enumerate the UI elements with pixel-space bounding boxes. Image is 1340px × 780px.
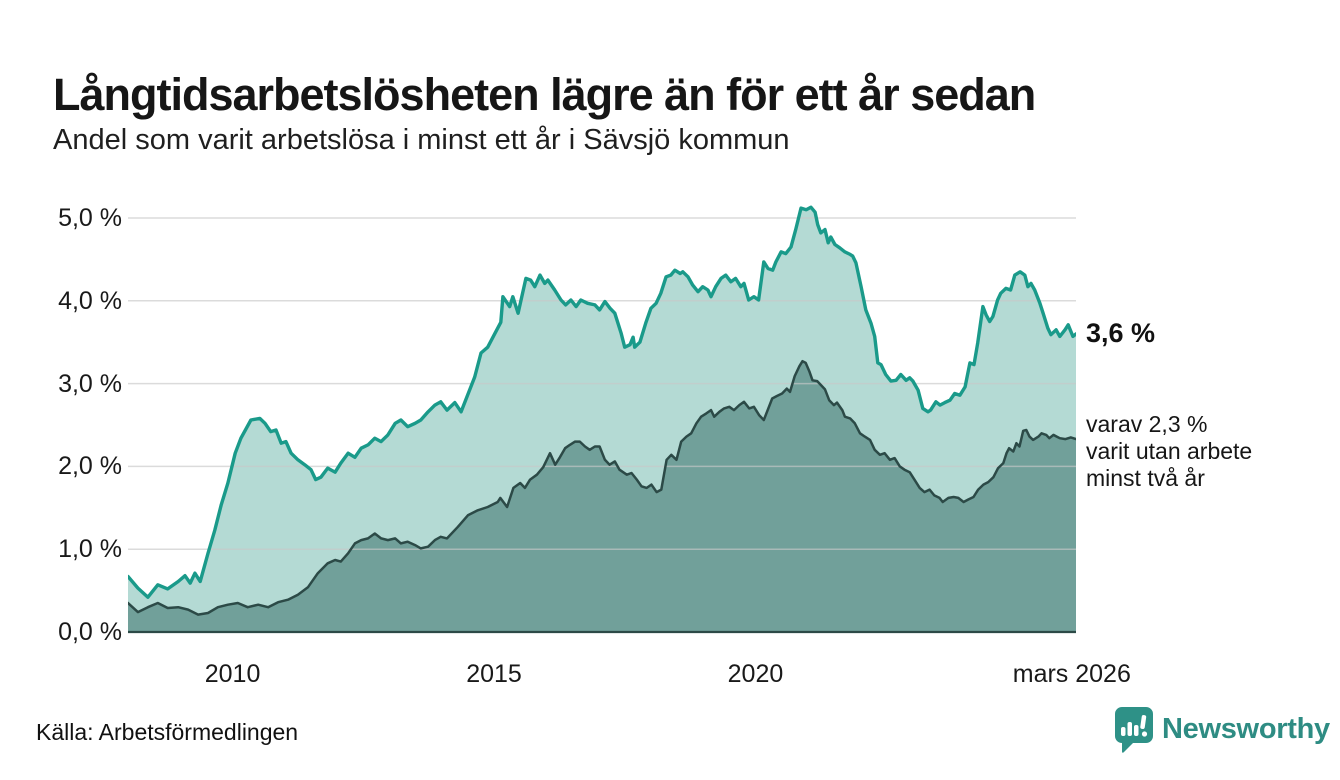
x-tick-label: 2020 <box>727 660 784 688</box>
series-line-minst-ett-ar <box>128 205 1076 599</box>
page-title: Långtidsarbetslösheten lägre än för ett … <box>53 69 1036 121</box>
series2-annotation-line1: varav 2,3 % <box>1086 411 1208 437</box>
y-tick-label: 0,0 % <box>58 618 122 646</box>
area-chart <box>128 205 1076 634</box>
series1-end-value-label: 3,6 % <box>1086 318 1156 348</box>
y-tick-label: 5,0 % <box>58 204 122 232</box>
newsworthy-bubble-icon <box>1115 707 1153 753</box>
series2-annotation-line3: minst två år <box>1086 465 1205 491</box>
area-fill-minst-tva-ar <box>128 361 1076 632</box>
source-note: Källa: Arbetsförmedlingen <box>36 719 299 745</box>
x-tick-label: 2015 <box>466 660 522 688</box>
bar-1 <box>1121 727 1126 736</box>
series-line-minst-tva-ar <box>128 359 1076 616</box>
bar-3 <box>1134 725 1139 736</box>
x-tick-label: 2010 <box>204 660 261 688</box>
y-tick-label: 3,0 % <box>58 369 122 398</box>
y-tick-label: 4,0 % <box>58 286 122 315</box>
newsworthy-logo[interactable]: Newsworthy <box>1113 706 1330 753</box>
y-tick-label: 2,0 % <box>58 452 122 481</box>
series2-annotation-line2: varit utan arbete <box>1086 438 1253 464</box>
y-tick-label: 1,0 % <box>58 535 122 564</box>
bar-2 <box>1127 722 1132 736</box>
series2-annotation: varav 2,3 % varit utan arbete minst två … <box>1086 411 1252 492</box>
exclamation-stem <box>1140 715 1147 730</box>
newsworthy-wordmark: Newsworthy <box>1162 713 1330 745</box>
exclamation-dot <box>1141 731 1148 737</box>
x-tick-label: mars 2026 <box>1012 660 1131 688</box>
page-subtitle: Andel som varit arbetslösa i minst ett å… <box>53 124 790 156</box>
